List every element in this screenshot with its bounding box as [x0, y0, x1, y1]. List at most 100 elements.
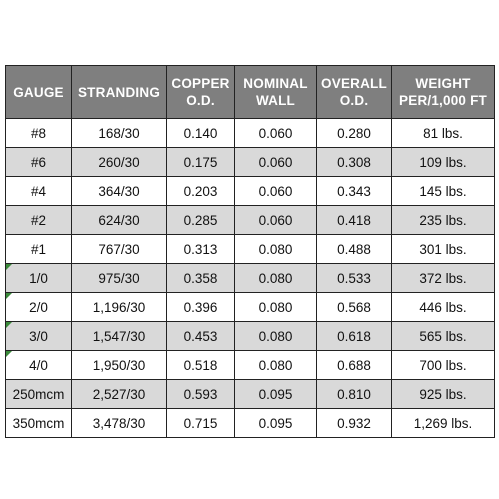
cell-text: 975/30 — [98, 270, 140, 286]
cell-nominal-wall: 0.060 — [234, 176, 317, 206]
cell-text: 565 lbs. — [419, 328, 467, 344]
cell-text: 0.932 — [337, 415, 371, 431]
cell-text: 350mcm — [12, 415, 65, 431]
cell-text: 372 lbs. — [419, 270, 467, 286]
table-row: 3/0 1,547/30 0.453 0.080 0.618 565 lbs. — [5, 321, 495, 351]
cell-text: 0.080 — [258, 328, 293, 344]
cell-gauge: 1/0 — [5, 263, 72, 293]
cell-nominal-wall: 0.080 — [234, 234, 317, 264]
error-indicator-icon — [6, 322, 12, 328]
header-nominal-wall: NOMINAL WALL — [234, 65, 317, 119]
cell-text: #4 — [30, 183, 47, 199]
cell-text: 0.060 — [258, 154, 293, 170]
cell-weight: 301 lbs. — [391, 234, 495, 264]
cell-weight: 565 lbs. — [391, 321, 495, 351]
cell-stranding: 1,196/30 — [71, 292, 167, 322]
cell-text: 0.488 — [337, 241, 371, 257]
cell-overall-od: 0.568 — [316, 292, 392, 322]
cell-text: 1,269 lbs. — [413, 415, 473, 431]
cell-text: #8 — [30, 125, 47, 141]
cell-gauge: 250mcm — [5, 379, 72, 409]
cell-copper-od: 0.518 — [166, 350, 235, 380]
cell-overall-od: 0.688 — [316, 350, 392, 380]
table-row: #4 364/30 0.203 0.060 0.343 145 lbs. — [5, 176, 495, 206]
cell-text: 0.308 — [337, 154, 371, 170]
cell-text: 4/0 — [29, 357, 48, 373]
cell-copper-od: 0.203 — [166, 176, 235, 206]
header-weight: WEIGHT PER/1,000 FT — [391, 65, 495, 119]
cell-overall-od: 0.418 — [316, 205, 392, 235]
cell-text: 109 lbs. — [419, 154, 467, 170]
cell-copper-od: 0.313 — [166, 234, 235, 264]
cell-gauge: #1 — [5, 234, 72, 264]
cell-weight: 925 lbs. — [391, 379, 495, 409]
cell-text: 1,547/30 — [92, 328, 146, 344]
cell-text: 0.715 — [183, 415, 218, 431]
header-copper-od: COPPER O.D. — [166, 65, 235, 119]
cell-nominal-wall: 0.080 — [234, 292, 317, 322]
cell-gauge: 3/0 — [5, 321, 72, 351]
cell-text: 0.095 — [258, 386, 293, 402]
cell-overall-od: 0.488 — [316, 234, 392, 264]
cell-text: 0.280 — [337, 125, 371, 141]
cell-weight: 81 lbs. — [391, 118, 495, 148]
cell-text: 624/30 — [98, 212, 140, 228]
cell-gauge: 4/0 — [5, 350, 72, 380]
cell-text: 0.313 — [183, 241, 218, 257]
cell-nominal-wall: 0.080 — [234, 263, 317, 293]
cell-gauge: #2 — [5, 205, 72, 235]
cell-text: 235 lbs. — [419, 212, 467, 228]
cell-text: 168/30 — [98, 125, 140, 141]
table-body: #8 168/30 0.140 0.060 0.280 81 lbs. #6 260/30 0.… — [5, 118, 495, 438]
cell-stranding: 1,547/30 — [71, 321, 167, 351]
cell-text: #2 — [30, 212, 47, 228]
wire-spec-table-container: GAUGE STRANDING COPPER O.D. NOMINAL WALL O… — [5, 65, 495, 438]
error-indicator-icon — [6, 264, 12, 270]
cell-overall-od: 0.533 — [316, 263, 392, 293]
cell-copper-od: 0.715 — [166, 408, 235, 438]
table-row: 250mcm 2,527/30 0.593 0.095 0.810 925 lbs. — [5, 379, 495, 409]
cell-text: 0.593 — [183, 386, 218, 402]
cell-nominal-wall: 0.060 — [234, 205, 317, 235]
header-gauge: GAUGE — [5, 65, 72, 119]
cell-copper-od: 0.593 — [166, 379, 235, 409]
cell-weight: 109 lbs. — [391, 147, 495, 177]
table-row: #6 260/30 0.175 0.060 0.308 109 lbs. — [5, 147, 495, 177]
cell-overall-od: 0.932 — [316, 408, 392, 438]
cell-text: 364/30 — [98, 183, 140, 199]
cell-gauge: #8 — [5, 118, 72, 148]
cell-weight: 235 lbs. — [391, 205, 495, 235]
cell-copper-od: 0.285 — [166, 205, 235, 235]
cell-stranding: 364/30 — [71, 176, 167, 206]
cell-copper-od: 0.358 — [166, 263, 235, 293]
cell-text: 301 lbs. — [419, 241, 467, 257]
error-indicator-icon — [6, 293, 12, 299]
cell-text: 446 lbs. — [419, 299, 467, 315]
header-row: GAUGE STRANDING COPPER O.D. NOMINAL WALL O… — [5, 65, 495, 119]
cell-weight: 700 lbs. — [391, 350, 495, 380]
cell-text: 0.080 — [258, 299, 293, 315]
cell-text: 250mcm — [12, 386, 65, 402]
cell-stranding: 3,478/30 — [71, 408, 167, 438]
cell-gauge: 350mcm — [5, 408, 72, 438]
cell-text: 0.343 — [337, 183, 371, 199]
table-row: 4/0 1,950/30 0.518 0.080 0.688 700 lbs. — [5, 350, 495, 380]
table-row: #1 767/30 0.313 0.080 0.488 301 lbs. — [5, 234, 495, 264]
cell-text: #6 — [30, 154, 47, 170]
cell-nominal-wall: 0.095 — [234, 379, 317, 409]
cell-text: 0.810 — [337, 386, 371, 402]
cell-copper-od: 0.175 — [166, 147, 235, 177]
cell-text: 3/0 — [29, 328, 48, 344]
header-stranding: STRANDING — [71, 65, 167, 119]
cell-text: 0.518 — [183, 357, 218, 373]
cell-text: 0.568 — [337, 299, 371, 315]
cell-text: 3,478/30 — [92, 415, 146, 431]
cell-gauge: #4 — [5, 176, 72, 206]
cell-overall-od: 0.343 — [316, 176, 392, 206]
cell-text: #1 — [30, 241, 47, 257]
cell-text: 0.060 — [258, 183, 293, 199]
cell-text: 0.396 — [183, 299, 218, 315]
cell-text: 0.418 — [337, 212, 371, 228]
cell-text: 767/30 — [98, 241, 140, 257]
cell-text: 1,196/30 — [92, 299, 146, 315]
